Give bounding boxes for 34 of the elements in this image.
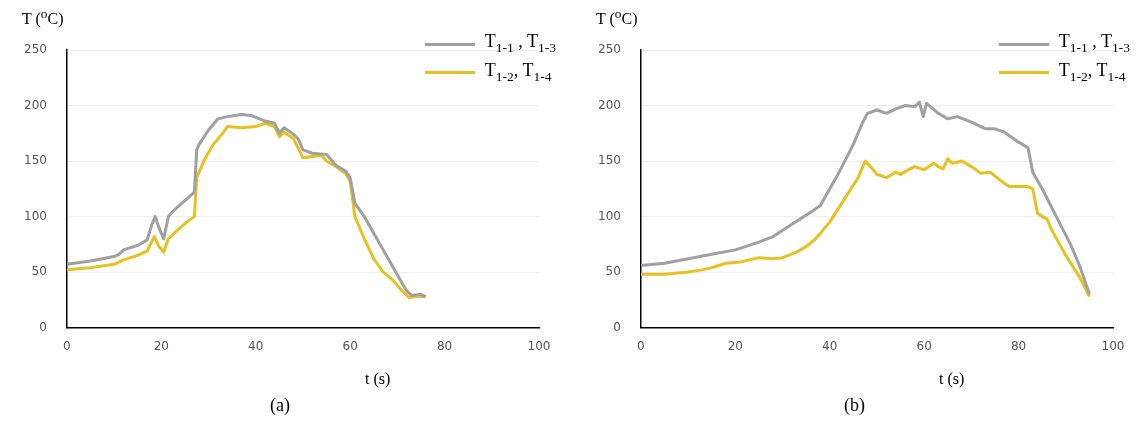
x-tick-label: 40 <box>248 338 264 353</box>
x-tick-label: 0 <box>637 338 645 353</box>
y-tick-label: 50 <box>31 264 47 279</box>
legend-label: T$_{1-2}$, T$_{1-4}$ <box>484 58 552 86</box>
x-tick-label: 20 <box>153 338 169 353</box>
legend-label: T$_{1-1}$ , T$_{1-3}$ <box>1058 30 1130 57</box>
y-tick-label: 100 <box>598 208 621 223</box>
text: (b) <box>844 395 865 416</box>
x-tick-label: 20 <box>727 338 743 353</box>
x-tick-label: 80 <box>436 338 453 353</box>
text: (a) <box>270 395 290 416</box>
y-tick-label: 100 <box>24 208 47 223</box>
legend-label: T$_{1-1}$ , T$_{1-3}$ <box>484 30 556 57</box>
x-tick-label: 100 <box>527 338 551 353</box>
y-axis-title: T ($^{o}$C) <box>596 6 638 29</box>
x-tick-label: 60 <box>916 338 932 353</box>
y-tick-label: 200 <box>24 97 47 112</box>
y-tick-label: 150 <box>598 153 621 168</box>
x-axis-title: t (s) <box>939 370 965 388</box>
y-tick-label: 200 <box>598 97 621 112</box>
y-tick-label: 250 <box>598 42 621 57</box>
y-tick-label: 50 <box>605 264 621 279</box>
x-axis-title: t (s) <box>365 370 391 388</box>
y-axis-title: T ($^{o}$C) <box>22 6 64 29</box>
x-tick-label: 0 <box>63 338 71 353</box>
x-tick-label: 100 <box>1101 338 1125 353</box>
y-tick-label: 250 <box>24 42 47 57</box>
x-tick-label: 40 <box>822 338 838 353</box>
legend-label: T$_{1-2}$, T$_{1-4}$ <box>1058 58 1126 86</box>
y-tick-label: 0 <box>39 319 47 334</box>
y-tick-label: 0 <box>613 319 621 334</box>
y-tick-label: 150 <box>24 153 47 168</box>
x-tick-label: 60 <box>342 338 358 353</box>
x-tick-label: 80 <box>1010 338 1027 353</box>
